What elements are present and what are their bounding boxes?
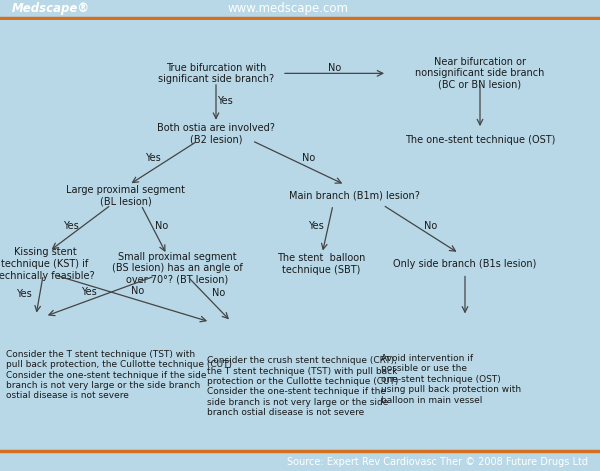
Text: Small proximal segment
(BS lesion) has an angle of
over 70°? (BT lesion): Small proximal segment (BS lesion) has a… (112, 252, 242, 285)
Text: No: No (328, 63, 341, 73)
Text: No: No (131, 286, 145, 296)
Text: Yes: Yes (308, 221, 324, 231)
Text: Consider the T stent technique (TST) with
pull back protection, the Cullotte tec: Consider the T stent technique (TST) wit… (6, 350, 232, 400)
Text: Yes: Yes (217, 96, 233, 106)
Text: Near bifurcation or
nonsignificant side branch
(BC or BN lesion): Near bifurcation or nonsignificant side … (415, 57, 545, 90)
Text: No: No (155, 221, 169, 231)
Text: www.medscape.com: www.medscape.com (228, 2, 349, 16)
Text: Yes: Yes (16, 289, 32, 299)
Text: Main branch (B1m) lesion?: Main branch (B1m) lesion? (289, 190, 419, 201)
Text: Consider the crush stent technique (CRT),
the T stent technique (TST) with pull : Consider the crush stent technique (CRT)… (207, 356, 398, 417)
Text: Yes: Yes (81, 287, 97, 297)
Text: The stent  balloon
technique (SBT): The stent balloon technique (SBT) (277, 253, 365, 275)
Text: No: No (302, 153, 316, 163)
Text: The one-stent technique (OST): The one-stent technique (OST) (405, 135, 555, 145)
Text: No: No (212, 288, 226, 298)
Text: No: No (424, 221, 437, 231)
Text: Only side branch (B1s lesion): Only side branch (B1s lesion) (394, 259, 536, 269)
Text: Both ostia are involved?
(B2 lesion): Both ostia are involved? (B2 lesion) (157, 122, 275, 144)
Text: Medscape®: Medscape® (12, 2, 90, 16)
Text: True bifurcation with
significant side branch?: True bifurcation with significant side b… (158, 63, 274, 84)
Text: Avoid intervention if
possible or use the
one-stent technique (OST)
using pull b: Avoid intervention if possible or use th… (381, 354, 521, 405)
Text: Yes: Yes (63, 220, 79, 230)
Text: Source: Expert Rev Cardiovasc Ther © 2008 Future Drugs Ltd: Source: Expert Rev Cardiovasc Ther © 200… (287, 457, 588, 467)
Text: Yes: Yes (145, 153, 161, 163)
Text: Large proximal segment
(BL lesion): Large proximal segment (BL lesion) (67, 185, 185, 206)
Text: Kissing stent
technique (KST) if
technically feasible?: Kissing stent technique (KST) if technic… (0, 247, 95, 281)
